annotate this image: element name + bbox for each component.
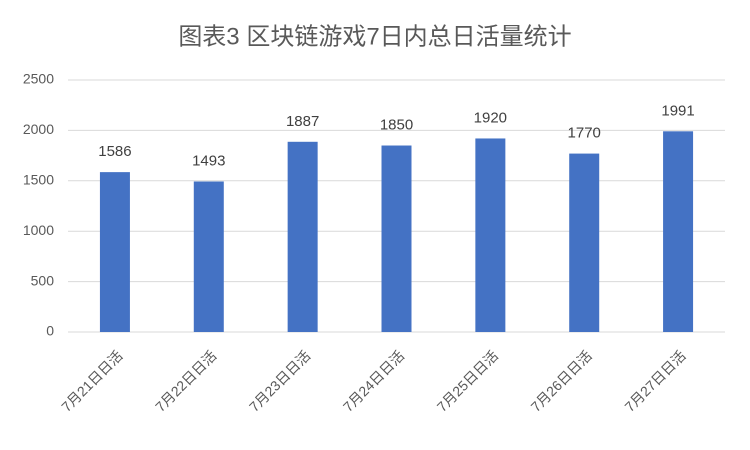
data-label: 1850 xyxy=(380,116,413,133)
data-label: 1586 xyxy=(98,143,131,160)
y-tick-label: 1500 xyxy=(23,172,54,188)
bar xyxy=(475,138,506,332)
data-label: 1991 xyxy=(661,102,694,119)
data-label: 1493 xyxy=(192,152,225,169)
y-tick-label: 1000 xyxy=(23,222,54,238)
y-tick-label: 2500 xyxy=(23,71,54,87)
y-tick-label: 2000 xyxy=(23,121,54,137)
y-tick-label: 500 xyxy=(31,272,55,288)
data-label: 1887 xyxy=(286,113,319,130)
bar xyxy=(663,131,694,332)
data-label: 1770 xyxy=(568,125,601,142)
y-tick-label: 0 xyxy=(46,323,54,339)
bar xyxy=(381,145,412,332)
data-label: 1920 xyxy=(474,109,507,126)
bar xyxy=(193,181,224,332)
bar xyxy=(99,172,130,332)
bar xyxy=(287,141,318,332)
chart-title: 图表3 区块链游戏7日内总日活量统计 xyxy=(178,23,571,50)
bar xyxy=(569,153,600,332)
